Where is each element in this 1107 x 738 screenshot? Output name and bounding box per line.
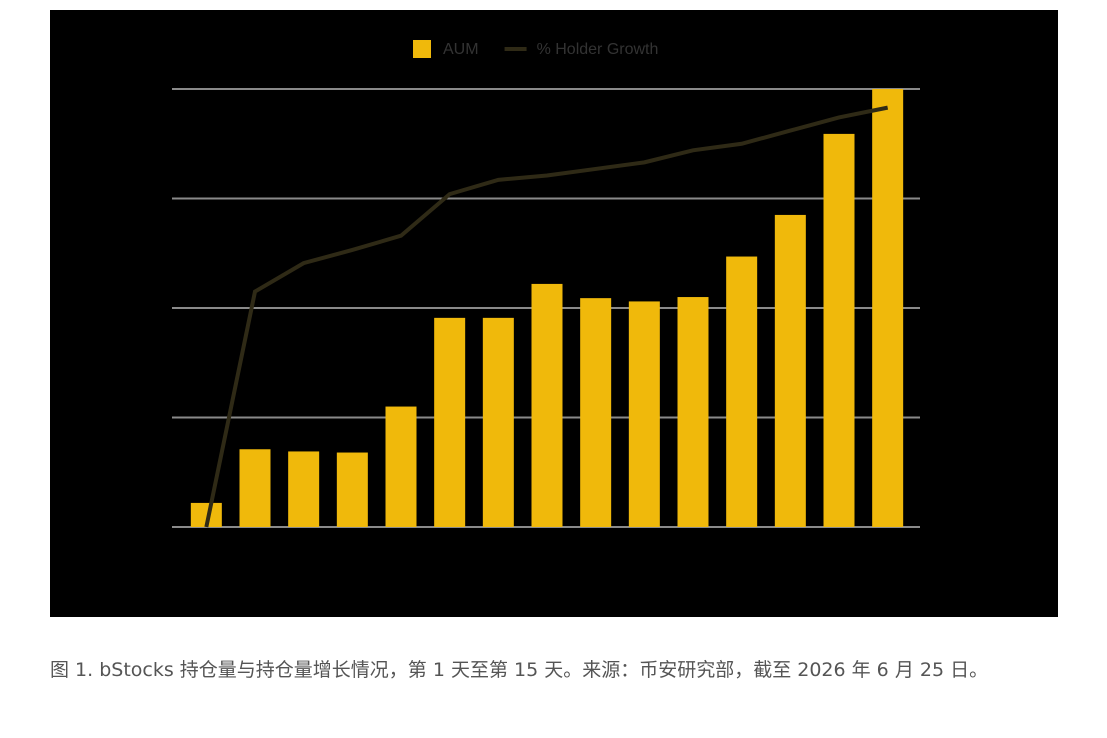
bar [531,283,563,527]
bar [239,449,271,527]
bar [628,301,660,527]
legend-label: % Holder Growth [537,41,659,58]
bar [823,133,855,527]
bar [482,317,514,527]
chart: AUM % Holder Growth [50,10,1058,617]
line [204,105,889,528]
bar [336,452,368,527]
bar [288,451,320,527]
bar [385,406,417,527]
bar [434,317,466,527]
bar [872,89,904,527]
legend-swatch [413,40,431,58]
caption: 图 1. bStocks 持仓量与持仓量增长情况，第 1 天至第 15 天。来源… [50,659,989,681]
bar [774,214,806,528]
bar [726,256,758,527]
legend-label: AUM [443,41,479,58]
bar [580,298,612,527]
bar [677,297,709,527]
